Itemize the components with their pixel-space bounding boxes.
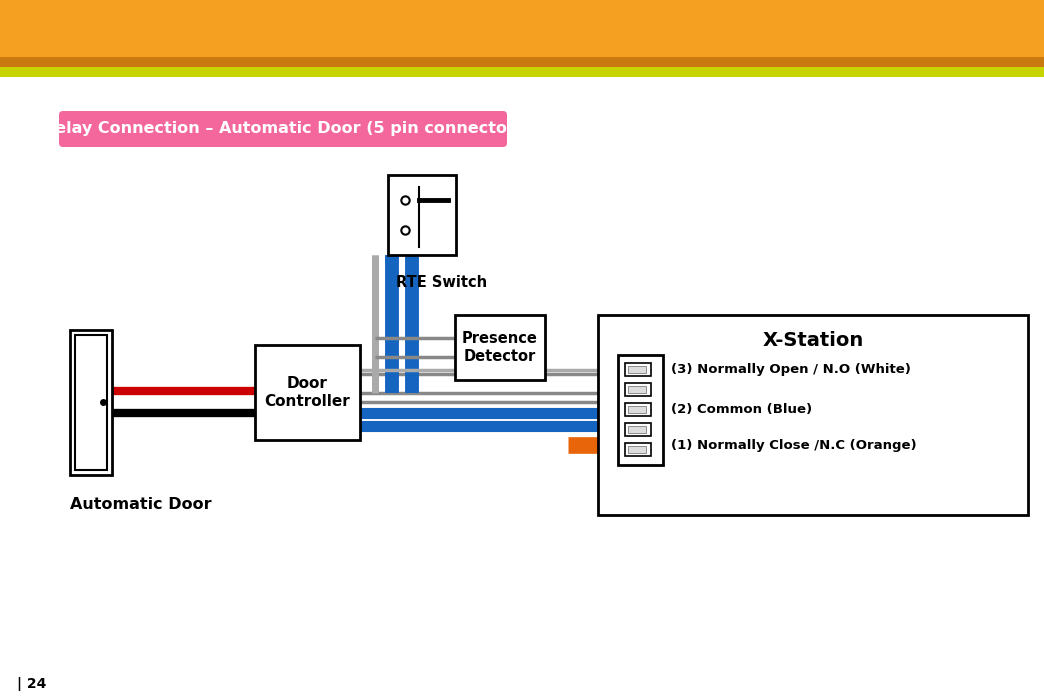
Bar <box>255 345 360 440</box>
Bar <box>618 355 663 465</box>
Bar <box>598 315 1028 515</box>
Bar <box>625 363 651 376</box>
Bar <box>625 443 651 456</box>
Text: RTE Switch: RTE Switch <box>397 275 488 290</box>
Bar <box>388 175 456 255</box>
Text: | 24: | 24 <box>17 677 46 691</box>
Bar <box>628 446 646 453</box>
Bar <box>625 383 651 396</box>
Text: X-Station: X-Station <box>762 330 863 350</box>
Bar <box>628 426 646 433</box>
Text: Door
Controller: Door Controller <box>264 376 351 409</box>
Bar <box>628 366 646 373</box>
Text: Relay Connection – Automatic Door (5 pin connector): Relay Connection – Automatic Door (5 pin… <box>44 121 523 137</box>
Text: Presence
Detector: Presence Detector <box>462 332 538 364</box>
Text: Automatic Door: Automatic Door <box>70 497 212 512</box>
Bar <box>628 386 646 393</box>
Text: (1) Normally Close /N.C (Orange): (1) Normally Close /N.C (Orange) <box>671 438 917 452</box>
Bar <box>0 67 1044 77</box>
Bar <box>70 330 112 475</box>
FancyBboxPatch shape <box>60 111 507 147</box>
Bar <box>625 403 651 416</box>
Bar <box>455 315 545 380</box>
Bar <box>0 57 1044 67</box>
Bar <box>0 0 1044 57</box>
Bar <box>628 406 646 413</box>
Text: (3) Normally Open / N.O (White): (3) Normally Open / N.O (White) <box>671 364 910 376</box>
Text: (2) Common (Blue): (2) Common (Blue) <box>671 403 812 417</box>
Bar <box>75 335 106 470</box>
Bar <box>625 423 651 436</box>
